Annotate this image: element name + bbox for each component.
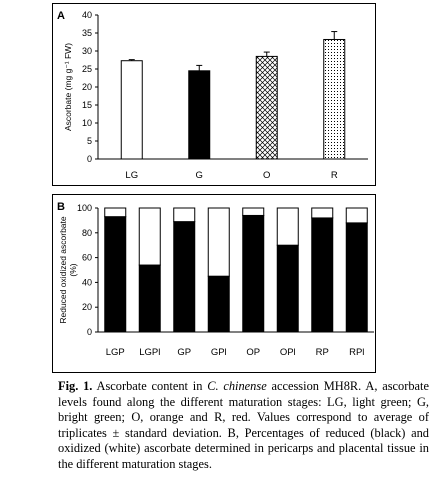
- panel-a-bar: [188, 70, 211, 160]
- caption-text-2: accession MH8R. A, ascorbate levels foun…: [58, 379, 429, 471]
- panel-b-bar-segment: [242, 207, 265, 216]
- panel-a-y-tick-label: 40: [82, 10, 92, 20]
- panel-a-category-label: G: [196, 170, 203, 181]
- panel-b-bar-segment: [311, 217, 334, 333]
- caption-text-1: Ascorbate content in: [92, 379, 208, 393]
- figure-caption: Fig. 1. Ascorbate content in C. chinense…: [58, 379, 429, 473]
- panel-b-category-label: GPl: [211, 347, 227, 358]
- panel-b-category-label: RPl: [349, 347, 364, 358]
- panel-a-bar: [255, 55, 278, 160]
- caption-fig-label: Fig. 1.: [58, 379, 93, 393]
- panel-b-bar-segment: [345, 207, 368, 224]
- panel-b-bar-segment: [207, 275, 230, 333]
- panel-a-y-tick-label: 30: [82, 46, 92, 56]
- panel-a-y-tick-label: 25: [82, 64, 92, 74]
- panel-b-frame: [52, 194, 376, 373]
- panel-b-category-label: OP: [246, 347, 260, 358]
- panel-b-bar-segment: [138, 207, 161, 266]
- panel-b-category-label: OPl: [280, 347, 296, 358]
- panel-b-bar-segment: [138, 264, 161, 333]
- caption-species: C. chinense: [207, 379, 267, 393]
- panel-b-y-tick-label: 20: [82, 302, 92, 312]
- panel-b-bar-segment: [173, 221, 196, 333]
- panel-b-y-axis-title-unit: (%): [68, 263, 78, 276]
- panel-b-bar-segment: [207, 207, 230, 277]
- panel-b-bar-segment: [276, 244, 299, 333]
- panel-a-y-tick-label: 20: [82, 82, 92, 92]
- panel-b-y-tick-label: 100: [77, 203, 92, 213]
- panel-a-letter: A: [57, 10, 65, 22]
- panel-b-bar-segment: [242, 214, 265, 333]
- panel-b-category-label: LGP: [106, 347, 125, 358]
- panel-b-letter: B: [57, 201, 65, 213]
- panel-a-category-label: LG: [125, 170, 138, 181]
- panel-b-bar-segment: [345, 222, 368, 333]
- panel-b-y-tick-label: 0: [87, 327, 92, 337]
- panel-a-y-tick-label: 15: [82, 100, 92, 110]
- panel-b-bar-segment: [311, 207, 334, 219]
- panel-b-y-tick-label: 60: [82, 253, 92, 263]
- panel-a-y-axis-title: Ascorbate (mg g⁻¹ FW): [63, 43, 73, 131]
- panel-b-category-label: GP: [177, 347, 191, 358]
- panel-a-category-label: O: [263, 170, 270, 181]
- panel-a-frame: [52, 3, 376, 186]
- panel-a-y-tick-label: 35: [82, 28, 92, 38]
- panel-b-category-label: RP: [316, 347, 329, 358]
- panel-a-bar: [323, 38, 346, 160]
- panel-a-y-tick-label: 5: [87, 136, 92, 146]
- panel-b-y-tick-label: 80: [82, 228, 92, 238]
- panel-b-bar-segment: [276, 207, 299, 246]
- panel-b-y-tick-label: 40: [82, 277, 92, 287]
- panel-b-y-axis-title: Reduced oxidized ascorbate: [58, 216, 68, 324]
- panel-b-bar-segment: [104, 216, 127, 333]
- panel-b-category-label: LGPl: [139, 347, 160, 358]
- panel-a-y-tick-label: 10: [82, 118, 92, 128]
- panel-b-bar-segment: [173, 207, 196, 223]
- panel-a-bar: [120, 60, 143, 160]
- panel-a-y-tick-label: 0: [87, 154, 92, 164]
- panel-a-category-label: R: [331, 170, 338, 181]
- chart-canvas: A B 0 5 10 15 20 25 30 35 40 LG G O R Ascorbate (mg g…: [57, 10, 374, 358]
- panel-b-bar-segment: [104, 207, 127, 218]
